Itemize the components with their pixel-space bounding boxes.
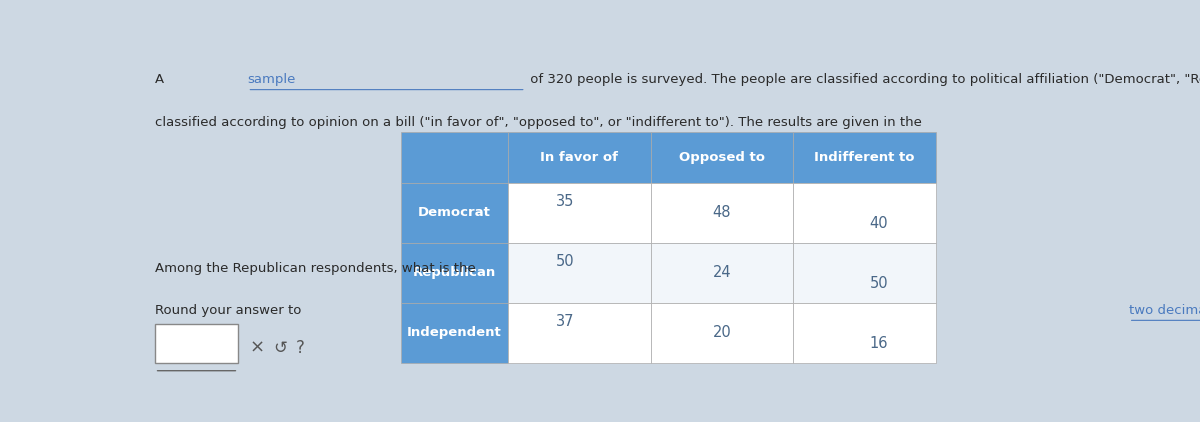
Text: 37: 37 — [556, 314, 575, 329]
Text: Independent: Independent — [407, 326, 502, 339]
FancyBboxPatch shape — [401, 243, 508, 303]
Text: 16: 16 — [870, 336, 888, 351]
FancyBboxPatch shape — [401, 303, 508, 362]
Text: Democrat: Democrat — [418, 206, 491, 219]
FancyBboxPatch shape — [155, 324, 239, 362]
FancyBboxPatch shape — [650, 303, 793, 362]
Text: ↺: ↺ — [274, 339, 287, 357]
FancyBboxPatch shape — [508, 243, 650, 303]
Text: A: A — [155, 73, 168, 87]
Text: Opposed to: Opposed to — [679, 151, 764, 164]
Text: Indifferent to: Indifferent to — [815, 151, 914, 164]
Text: 20: 20 — [713, 325, 731, 340]
FancyBboxPatch shape — [650, 132, 793, 183]
FancyBboxPatch shape — [793, 132, 936, 183]
Text: classified according to opinion on a bill ("in favor of", "opposed to", or "indi: classified according to opinion on a bil… — [155, 116, 925, 129]
Text: 50: 50 — [870, 276, 888, 291]
Text: 40: 40 — [870, 216, 888, 231]
Text: Republican: Republican — [413, 266, 497, 279]
FancyBboxPatch shape — [650, 183, 793, 243]
Text: ?: ? — [296, 339, 305, 357]
Text: In favor of: In favor of — [540, 151, 618, 164]
Text: 48: 48 — [713, 205, 731, 220]
Text: two decimal places: two decimal places — [1129, 304, 1200, 317]
FancyBboxPatch shape — [793, 303, 936, 362]
FancyBboxPatch shape — [793, 243, 936, 303]
Text: Round your answer to: Round your answer to — [155, 304, 305, 317]
FancyBboxPatch shape — [508, 303, 650, 362]
FancyBboxPatch shape — [793, 183, 936, 243]
FancyBboxPatch shape — [401, 132, 508, 183]
FancyBboxPatch shape — [650, 243, 793, 303]
Text: 50: 50 — [556, 254, 575, 269]
FancyBboxPatch shape — [508, 183, 650, 243]
FancyBboxPatch shape — [401, 183, 508, 243]
Text: 24: 24 — [713, 265, 731, 280]
FancyBboxPatch shape — [508, 132, 650, 183]
Text: ×: × — [250, 339, 264, 357]
Text: of 320 people is surveyed. The people are classified according to political affi: of 320 people is surveyed. The people ar… — [526, 73, 1200, 87]
Text: Among the Republican respondents, what is the: Among the Republican respondents, what i… — [155, 262, 480, 275]
Text: 35: 35 — [556, 194, 575, 209]
Text: sample: sample — [247, 73, 295, 87]
